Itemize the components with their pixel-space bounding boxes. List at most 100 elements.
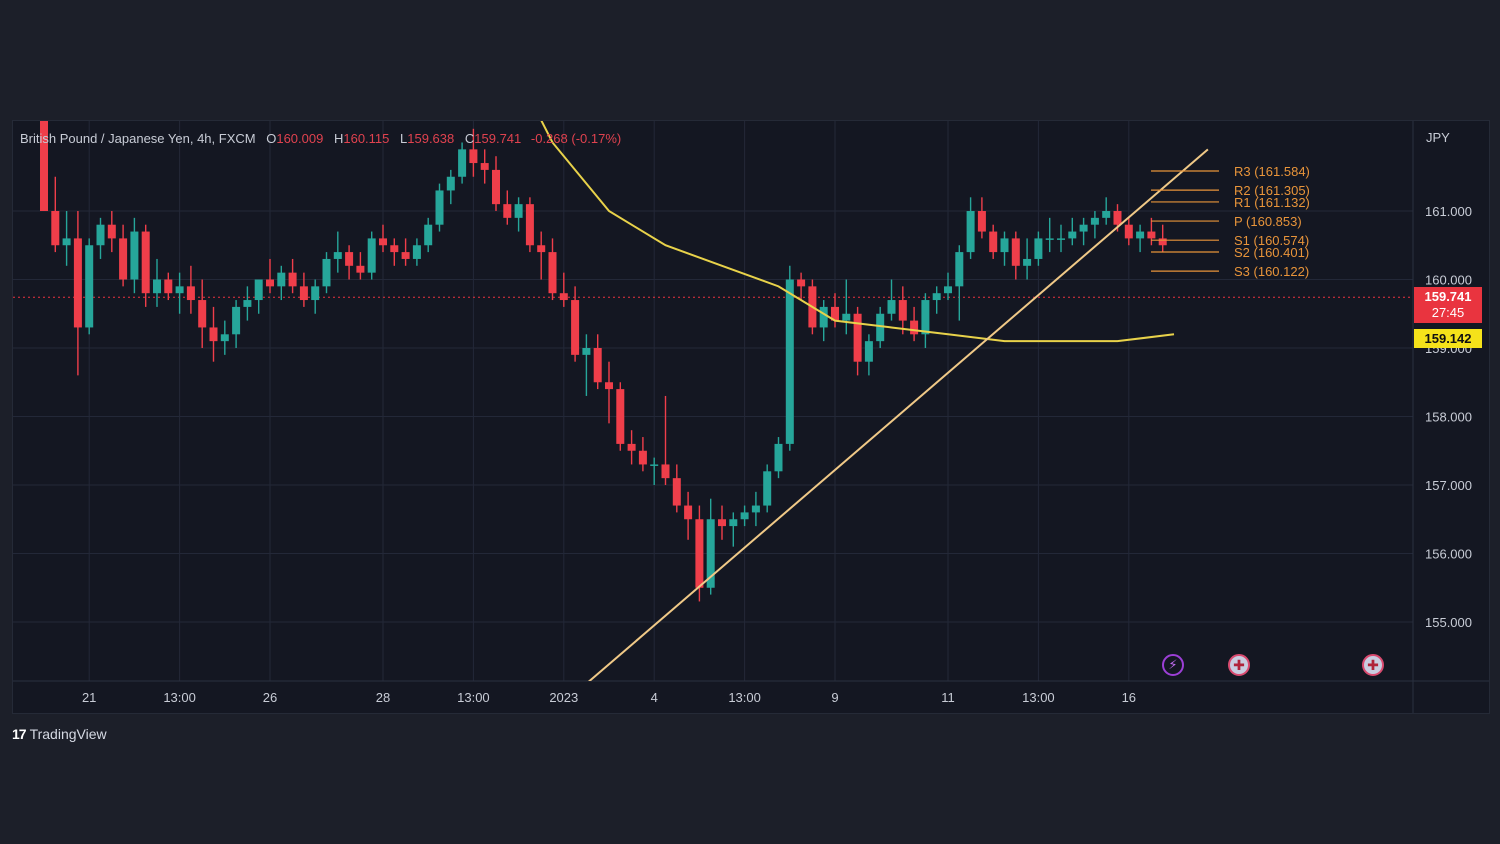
candle-body: [966, 211, 975, 253]
uk-flag-icon[interactable]: ✚: [1228, 654, 1250, 676]
candle-body: [299, 286, 308, 301]
candle-body: [1124, 224, 1133, 239]
candle-body: [898, 300, 907, 321]
candle-body: [480, 163, 489, 170]
candle-body: [424, 224, 433, 246]
candle-body: [876, 313, 885, 342]
ohlc-header: British Pound / Japanese Yen, 4h, FXCM O…: [20, 131, 621, 146]
candle-body: [887, 300, 896, 314]
y-tick-label: 155.000: [1425, 615, 1472, 630]
candle-body: [254, 279, 263, 301]
pivot-level-label: R1 (161.132): [1234, 195, 1310, 210]
candle-body: [571, 300, 580, 355]
candle-body: [401, 252, 410, 259]
candle-body: [119, 238, 128, 280]
candle-body: [277, 272, 286, 287]
pivot-level-label: S1 (160.574): [1234, 233, 1309, 248]
candle-body: [51, 211, 60, 246]
candle-body: [842, 313, 851, 321]
candle-body: [955, 252, 964, 287]
candle-body: [864, 341, 873, 362]
candle-body: [288, 272, 297, 287]
bar-countdown: 27:45: [1431, 305, 1465, 320]
candle-body: [537, 245, 546, 253]
last-price-tag: 159.741 27:45: [1414, 287, 1482, 323]
candle-body: [503, 204, 512, 218]
candle-body: [333, 252, 342, 259]
x-tick-label: 13:00: [163, 690, 196, 705]
pivot-level-label: R3 (161.584): [1234, 164, 1310, 179]
candle-body: [763, 471, 772, 506]
candle-body: [130, 231, 139, 280]
candle-body: [627, 443, 636, 451]
y-tick-label: 161.000: [1425, 204, 1472, 219]
high-label: H: [333, 131, 344, 146]
candle-body: [311, 286, 320, 301]
candle-body: [751, 505, 760, 513]
y-tick-label: 158.000: [1425, 410, 1472, 425]
pivot-level-label: R2 (161.305): [1234, 183, 1310, 198]
candle-body: [582, 348, 591, 355]
candle-body: [548, 252, 557, 294]
x-tick-label: 16: [1122, 690, 1136, 705]
last-price-value: 159.741: [1424, 289, 1472, 304]
candle-body: [492, 169, 500, 205]
candle-body: [514, 204, 523, 218]
candle-body: [684, 505, 693, 520]
candle-body: [774, 443, 783, 472]
candle-body: [175, 286, 184, 294]
candle-body: [107, 224, 116, 239]
uk-flag-icon[interactable]: ✚: [1362, 654, 1384, 676]
candle-body: [1090, 217, 1099, 225]
candle-body: [1057, 238, 1065, 240]
candle-body: [853, 313, 862, 362]
candle-body: [141, 231, 150, 294]
candle-body: [1113, 211, 1122, 225]
candle-body: [944, 286, 952, 294]
candle-body: [435, 190, 444, 225]
close-value: 159.741: [474, 131, 522, 146]
change-value: -0.268 (-0.17%): [530, 131, 622, 146]
candle-body: [650, 464, 659, 466]
candles-group: [40, 121, 1167, 602]
candle-body: [718, 519, 726, 527]
x-tick-label: 11: [941, 690, 955, 705]
candle-body: [73, 238, 82, 328]
candle-body: [164, 279, 173, 294]
tradingview-brand[interactable]: 17 TradingView: [12, 726, 107, 742]
candle-body: [96, 224, 105, 246]
candle-body: [616, 389, 625, 444]
tradingview-logo-icon: 17: [12, 726, 27, 742]
currency-label[interactable]: JPY: [1426, 130, 1450, 145]
x-tick-label: 26: [263, 690, 277, 705]
candle-body: [1068, 231, 1077, 239]
candle-body: [729, 519, 738, 527]
candle-body: [559, 293, 568, 301]
high-value: 160.115: [343, 131, 390, 146]
candle-body: [706, 519, 715, 588]
candle-body: [367, 238, 376, 273]
candle-body: [232, 306, 241, 335]
flag-glyph: ✚: [1233, 656, 1245, 673]
candle-body: [977, 211, 986, 232]
pivot-level-label: S2 (160.401): [1234, 245, 1309, 260]
pivot-level-label: P (160.853): [1234, 214, 1302, 229]
lightning-icon[interactable]: ⚡: [1162, 654, 1184, 676]
candle-body: [198, 300, 207, 328]
candle-body: [390, 245, 399, 253]
low-value: 159.638: [407, 131, 455, 146]
pivot-level-label: S3 (160.122): [1234, 264, 1309, 279]
close-label: C: [464, 131, 475, 146]
ma-value-tag: 159.142: [1414, 329, 1482, 348]
chart-panel[interactable]: 155.000 156.000 157.000 158.000 159.000 160.0…: [12, 120, 1490, 714]
candle-body: [525, 204, 534, 246]
open-label: O: [266, 131, 277, 146]
y-tick-label: 156.000: [1425, 547, 1472, 562]
candle-body: [1000, 238, 1009, 253]
candle-body: [266, 279, 274, 287]
candle-body: [1023, 258, 1032, 266]
y-tick-label: 160.000: [1425, 273, 1472, 288]
candle-body: [831, 306, 839, 321]
candle-body: [458, 149, 467, 177]
price-chart[interactable]: 155.000156.000157.000158.000159.000160.0…: [13, 121, 1489, 713]
